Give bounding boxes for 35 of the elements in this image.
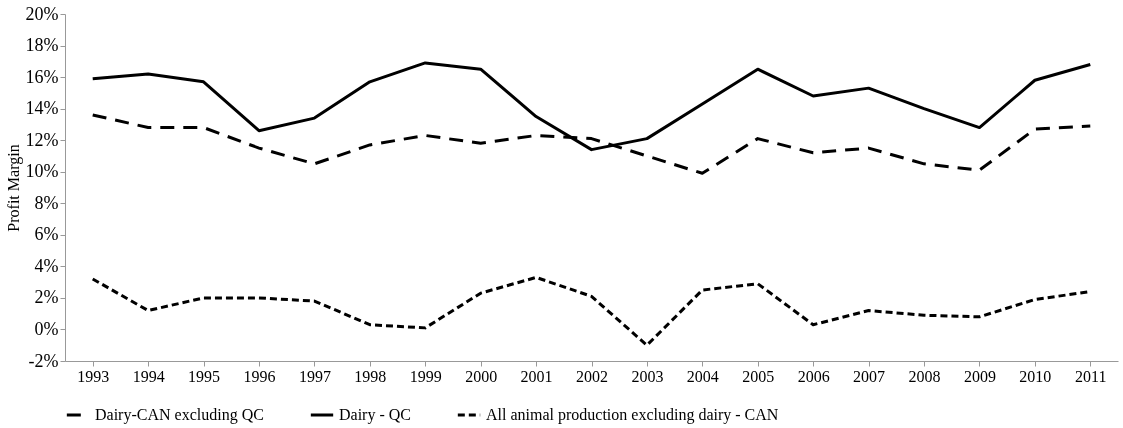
y-tick-label: 2% [34,287,59,308]
legend-label: Dairy - QC [339,406,411,424]
y-tick-label: 6% [34,224,59,245]
x-tick-label: 2001 [520,367,553,385]
y-tick-label: 0% [34,318,59,339]
x-tick-label: 2004 [686,367,719,385]
y-tick-label: 14% [25,98,59,119]
y-tick-label: 18% [25,35,59,56]
x-tick-label: 2000 [465,367,498,385]
x-tick-label: 2005 [742,367,775,385]
x-tick-label: 1994 [132,367,165,385]
y-tick-label: 10% [25,161,59,182]
x-tick-label: 1993 [77,367,110,385]
x-tick-label: 2003 [631,367,664,385]
legend-label: Dairy-CAN excluding QC [95,406,264,424]
y-tick-label: -2% [28,350,59,371]
y-tick-label: 12% [25,129,59,150]
x-tick-label: 1998 [354,367,387,385]
legend-label: All animal production excluding dairy - CAN [486,406,779,424]
x-tick-label: 1997 [298,367,331,385]
y-tick-label: 16% [25,66,59,87]
x-tick-label: 2011 [1075,367,1107,385]
x-tick-label: 1996 [243,367,276,385]
x-tick-label: 1995 [188,367,221,385]
x-tick-label: 2006 [797,367,830,385]
x-tick-label: 2010 [1019,367,1052,385]
y-tick-label: 20% [25,3,59,24]
x-tick-label: 2009 [963,367,996,385]
x-tick-label: 2002 [576,367,608,385]
x-tick-label: 2007 [853,367,886,385]
x-tick-label: 1999 [409,367,442,385]
y-axis-title: Profit Margin [4,144,23,232]
x-tick-label: 2008 [908,367,941,385]
y-tick-label: 8% [34,192,59,213]
y-tick-label: 4% [34,255,59,276]
